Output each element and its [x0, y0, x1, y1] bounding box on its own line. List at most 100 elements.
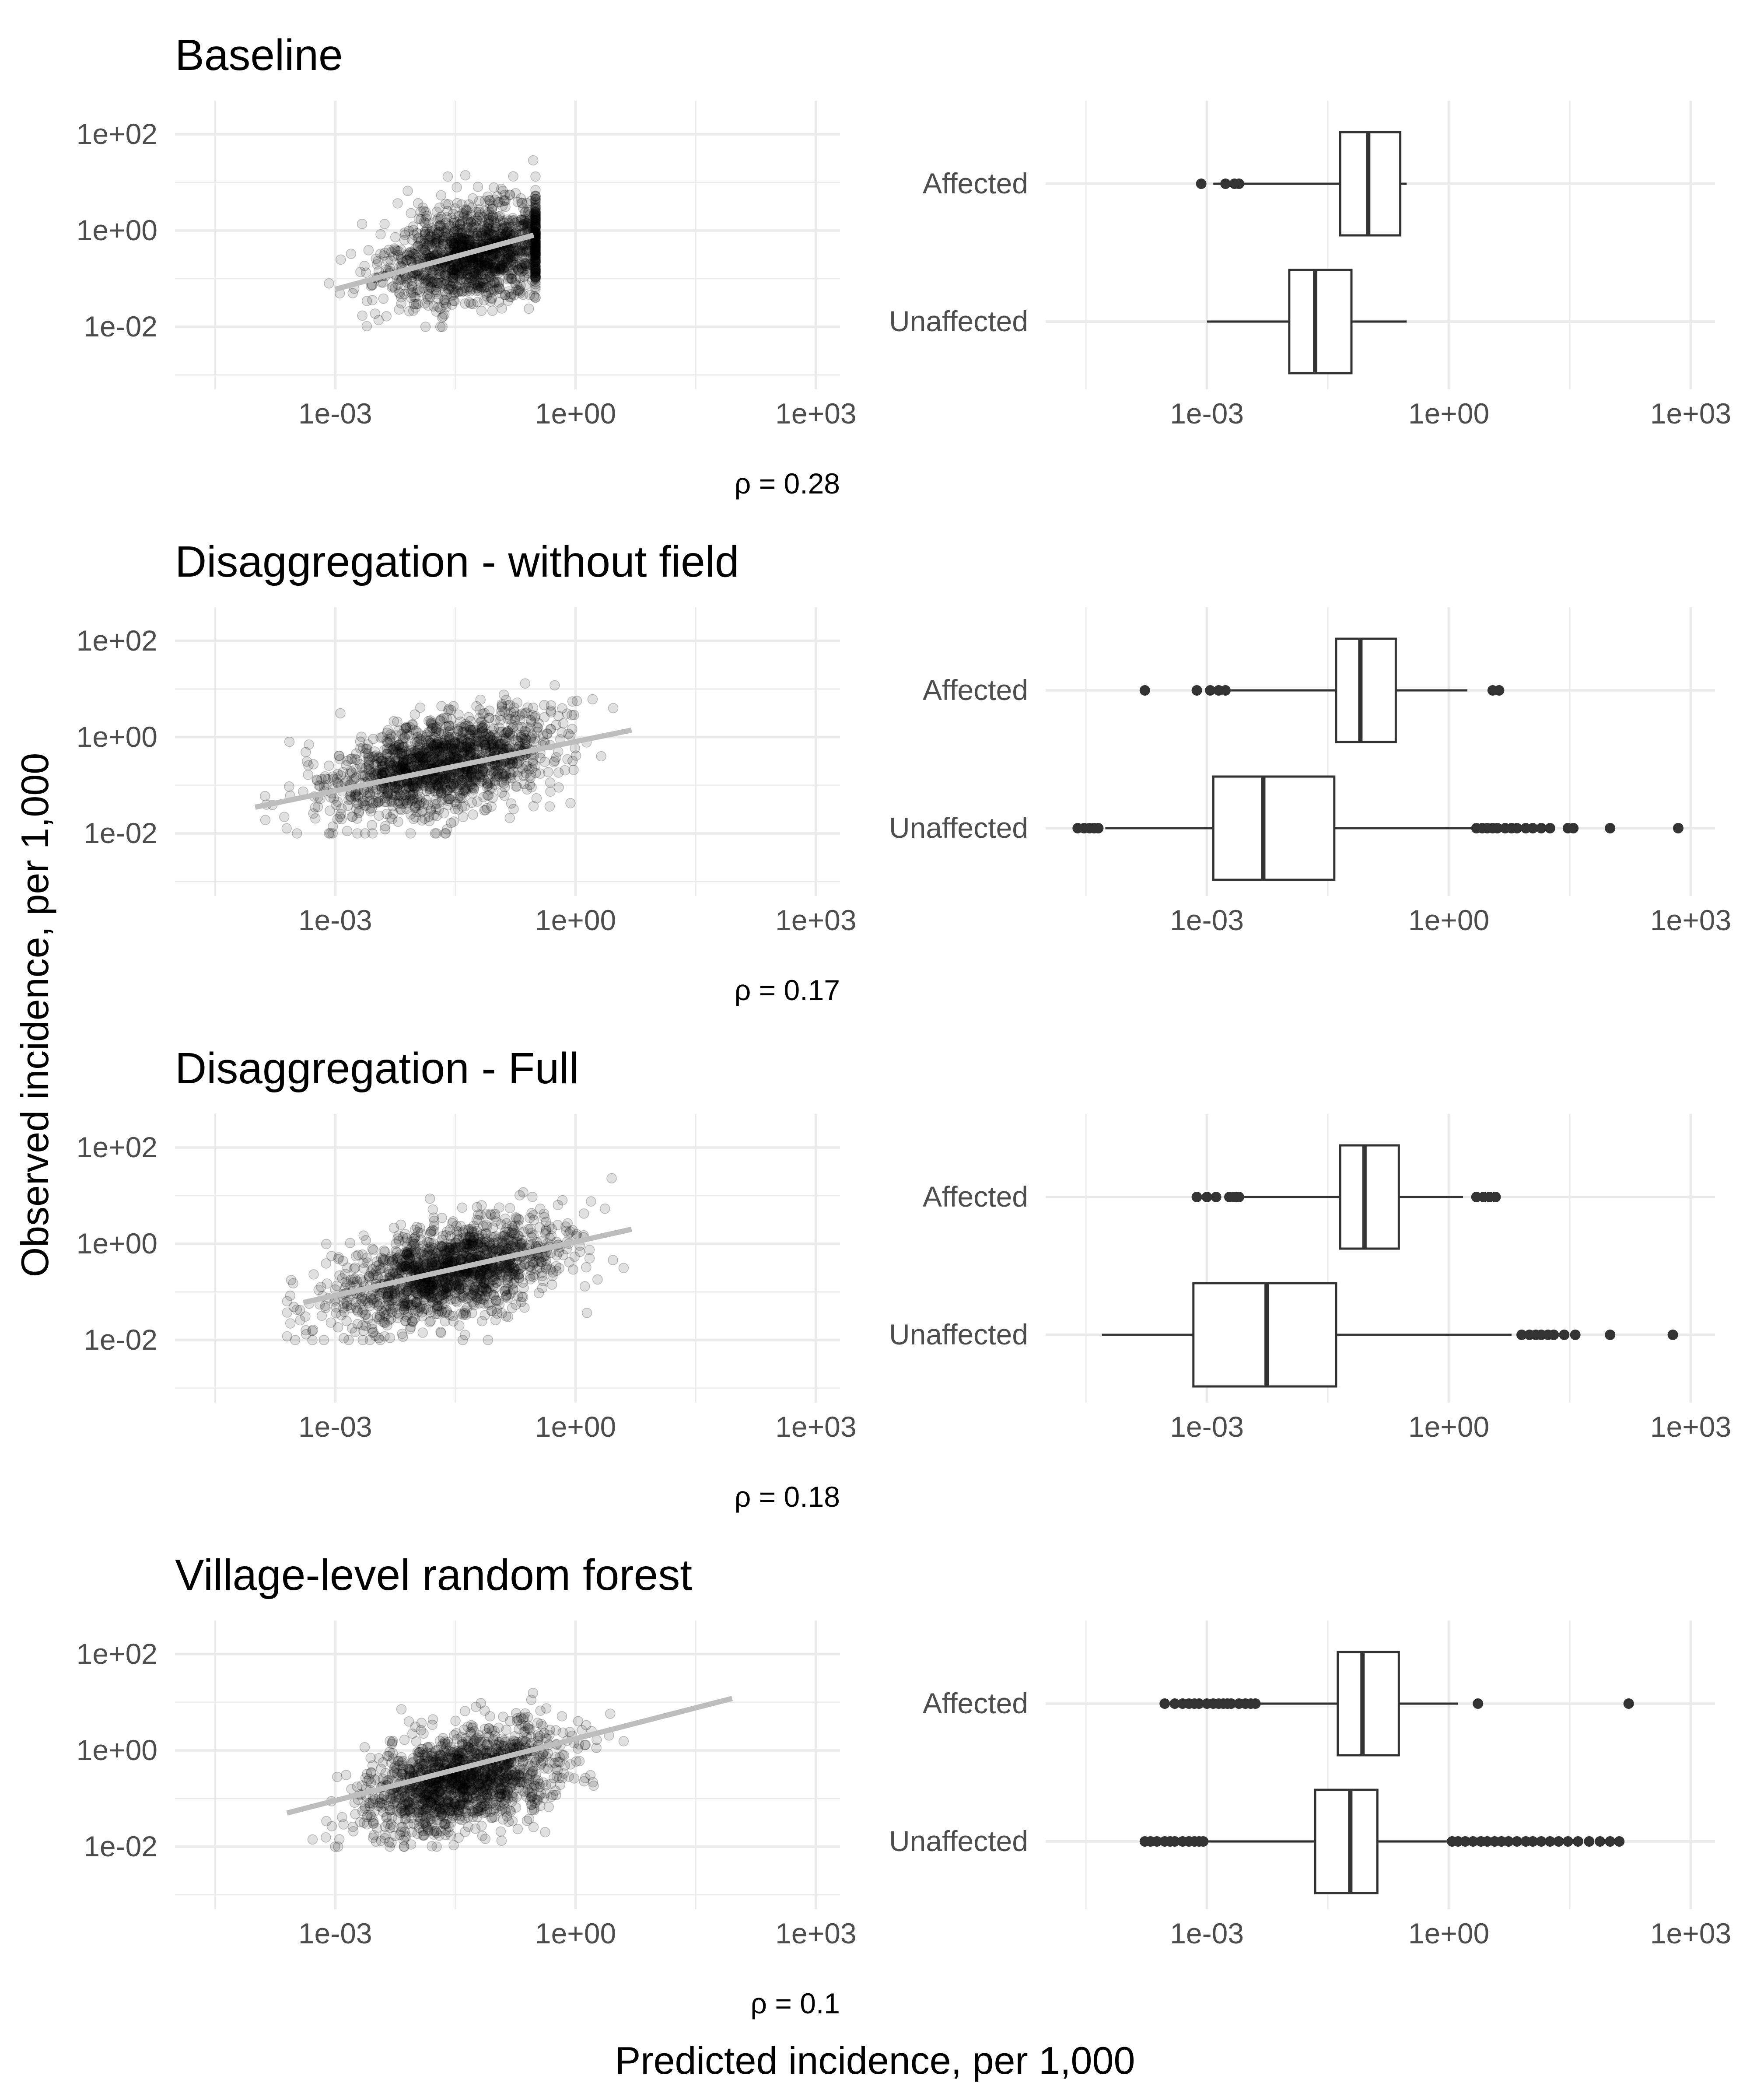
category-label: Affected: [923, 674, 1028, 706]
x-tick-label: 1e+00: [1408, 904, 1489, 936]
scatter-point: [530, 212, 541, 222]
scatter-point: [530, 236, 541, 247]
scatter-point: [516, 197, 527, 208]
scatter-point: [380, 797, 390, 807]
scatter-point: [351, 790, 362, 801]
scatter-point: [418, 746, 429, 756]
scatter-point: [430, 1309, 441, 1319]
x-tick-label: 1e-03: [1170, 1410, 1244, 1443]
scatter-point: [529, 268, 540, 279]
scatter-point: [468, 220, 479, 230]
scatter-point: [334, 750, 345, 761]
scatter-point: [332, 773, 343, 784]
correlation-label: ρ = 0.18: [735, 1480, 840, 1513]
scatter-point: [484, 210, 495, 220]
scatter-point: [574, 1246, 585, 1257]
scatter-point: [430, 828, 441, 839]
scatter-point: [448, 749, 459, 760]
scatter-point: [478, 269, 488, 280]
scatter-point: [505, 714, 515, 724]
scatter-point: [409, 249, 420, 259]
scatter-point: [411, 756, 421, 766]
scatter-point: [568, 764, 579, 775]
outlier-point: [1490, 1192, 1501, 1202]
scatter-point: [511, 781, 522, 792]
outlier-point: [1667, 1330, 1678, 1340]
x-tick-label: 1e-03: [1170, 904, 1244, 936]
scatter-point: [502, 223, 512, 233]
scatter-point: [570, 750, 581, 761]
category-label: Unaffected: [889, 812, 1028, 844]
scatter-point: [324, 760, 334, 771]
scatter-point: [477, 231, 488, 242]
scatter-point: [513, 245, 523, 256]
scatter-point: [462, 214, 473, 224]
scatter-point: [346, 248, 357, 259]
scatter-point: [527, 710, 538, 721]
scatter-point: [318, 1335, 329, 1345]
scatter-point: [454, 239, 465, 250]
scatter-point: [425, 1228, 436, 1239]
x-tick-label: 1e+03: [775, 1410, 856, 1443]
y-tick-label: 1e-02: [84, 310, 158, 343]
scatter-point: [441, 217, 452, 228]
scatter-point: [618, 1263, 629, 1273]
scatter-point: [489, 266, 500, 276]
scatter-point: [391, 745, 402, 756]
scatter-point: [390, 232, 401, 242]
scatter-point: [427, 723, 438, 734]
scatter-point: [457, 263, 468, 274]
scatter-point: [445, 242, 455, 253]
scatter-point: [380, 824, 391, 835]
scatter-point: [301, 1325, 311, 1336]
scatter-point: [487, 253, 498, 264]
scatter-point: [487, 251, 498, 261]
scatter-point: [518, 219, 528, 230]
y-tick-label: 1e+02: [77, 624, 158, 657]
scatter-point: [480, 282, 491, 292]
scatter-point: [502, 247, 513, 258]
scatter-point: [438, 1254, 449, 1265]
scatter-point: [584, 1253, 595, 1264]
scatter-point: [396, 252, 406, 262]
scatter-point: [460, 298, 470, 309]
scatter-point: [351, 1302, 362, 1313]
scatter-point: [457, 801, 468, 812]
scatter-point: [521, 261, 531, 271]
scatter-point: [436, 1327, 446, 1338]
box-affected: Affected: [923, 637, 1715, 743]
scatter-point: [474, 704, 485, 715]
scatter-point: [424, 239, 434, 250]
scatter-point: [343, 800, 354, 811]
scatter-point: [379, 248, 390, 258]
scatter-point: [504, 189, 515, 200]
scatter-point: [497, 200, 508, 211]
scatter-point: [473, 236, 483, 246]
scatter-point: [557, 1195, 568, 1206]
scatter-point: [498, 690, 509, 700]
scatter-point: [525, 1213, 535, 1223]
outlier-point: [1673, 823, 1684, 833]
scatter-point: [347, 1323, 357, 1334]
scatter-point: [286, 1275, 297, 1285]
scatter-point: [412, 241, 423, 252]
scatter-point: [438, 280, 449, 291]
scatter-point: [420, 234, 430, 244]
scatter-point: [486, 229, 497, 240]
scatter-point: [308, 1269, 319, 1280]
scatter-point: [599, 1203, 610, 1214]
scatter-point: [530, 281, 541, 292]
scatter-point: [441, 302, 452, 312]
scatter-point: [437, 1276, 448, 1286]
scatter-point: [477, 1293, 488, 1304]
scatter-point: [518, 244, 528, 255]
scatter-point: [562, 754, 573, 765]
scatter-point: [545, 777, 556, 788]
scatter-point: [514, 1190, 525, 1200]
x-tick-label: 1e+03: [775, 904, 856, 936]
scatter-point: [530, 210, 541, 220]
scatter-point: [369, 759, 380, 770]
